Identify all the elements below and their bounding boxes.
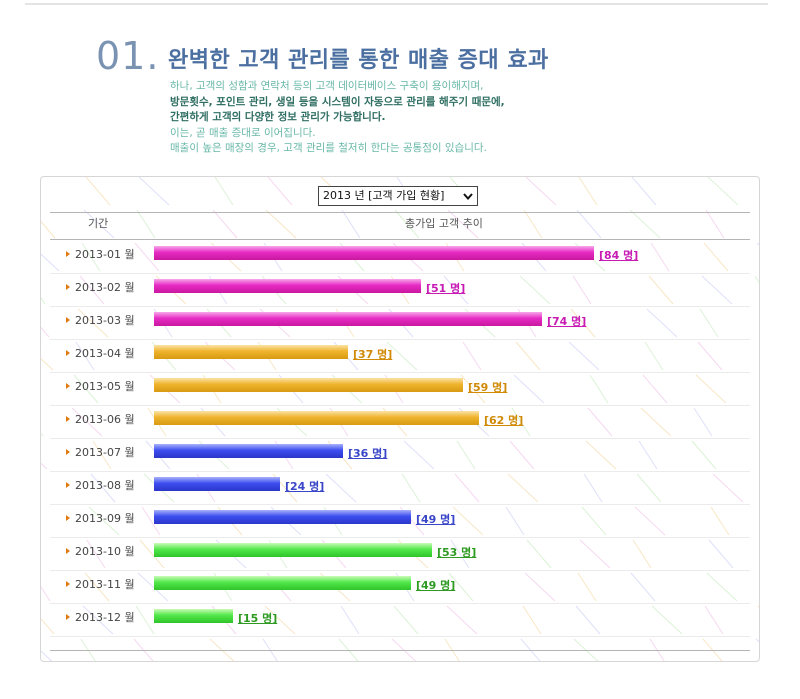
value-label: [53 명]	[437, 546, 477, 559]
period-label: 2013-11 월	[66, 576, 135, 592]
bullet-arrow-icon	[66, 284, 70, 290]
bar	[154, 246, 594, 260]
row-separator	[50, 603, 750, 604]
bar	[154, 477, 280, 491]
description-line: 매출이 높은 매장의 경우, 고객 관리를 철저히 한다는 공통점이 있습니다.	[170, 142, 487, 154]
row-separator	[50, 273, 750, 274]
bullet-arrow-icon	[66, 482, 70, 488]
bar	[154, 444, 343, 458]
period-text: 2013-09 월	[75, 512, 135, 525]
period-label: 2013-02 월	[66, 279, 135, 295]
bar	[154, 411, 479, 425]
row-separator	[50, 504, 750, 505]
section-number: 01.	[96, 34, 160, 78]
row-separator	[50, 438, 750, 439]
bar	[154, 279, 421, 293]
value-label: [59 명]	[468, 381, 508, 394]
bullet-arrow-icon	[66, 416, 70, 422]
column-header-value: 총가입 고객 추이	[405, 217, 483, 230]
value-label: [24 명]	[285, 480, 325, 493]
row-separator	[50, 339, 750, 340]
bullet-arrow-icon	[66, 350, 70, 356]
bullet-arrow-icon	[66, 251, 70, 257]
description-line: 이는, 곧 매출 증대로 이어집니다.	[170, 126, 316, 139]
period-text: 2013-08 월	[75, 479, 135, 492]
period-label: 2013-08 월	[66, 477, 135, 493]
bullet-arrow-icon	[66, 449, 70, 455]
bullet-arrow-icon	[66, 317, 70, 323]
description-line: 간편하게 고객의 다양한 정보 관리가 가능합니다.	[170, 111, 386, 123]
bar	[154, 543, 432, 557]
year-select[interactable]: 2013 년 [고객 가입 현황]	[318, 186, 478, 206]
bullet-arrow-icon	[66, 515, 70, 521]
period-label: 2013-04 월	[66, 345, 135, 361]
description-line: 방문횟수, 포인트 관리, 생일 등을 시스템이 자동으로 관리를 해주기 때문…	[170, 95, 505, 108]
period-text: 2013-12 월	[75, 611, 135, 624]
chevron-down-icon	[463, 193, 473, 201]
value-label: [84 명]	[599, 249, 639, 262]
period-label: 2013-01 월	[66, 246, 135, 262]
period-label: 2013-09 월	[66, 510, 135, 526]
row-separator	[50, 306, 750, 307]
period-text: 2013-05 월	[75, 380, 135, 393]
bullet-arrow-icon	[66, 383, 70, 389]
value-label: [62 명]	[484, 414, 524, 427]
chart-panel: 2013 년 [고객 가입 현황] 기간 총가입 고객 추이 2013-01 월…	[40, 176, 760, 662]
row-separator	[50, 372, 750, 373]
header-bottom-line	[50, 239, 750, 240]
top-divider	[25, 3, 768, 5]
bullet-arrow-icon	[66, 581, 70, 587]
bar	[154, 312, 542, 326]
bar	[154, 378, 463, 392]
period-text: 2013-03 월	[75, 314, 135, 327]
period-text: 2013-02 월	[75, 281, 135, 294]
period-label: 2013-12 월	[66, 609, 135, 625]
period-label: 2013-06 월	[66, 411, 135, 427]
bar	[154, 576, 411, 590]
period-label: 2013-10 월	[66, 543, 135, 559]
period-text: 2013-01 월	[75, 248, 135, 261]
period-label: 2013-03 월	[66, 312, 135, 328]
bullet-arrow-icon	[66, 548, 70, 554]
period-label: 2013-05 월	[66, 378, 135, 394]
bar	[154, 345, 348, 359]
value-label: [36 명]	[348, 447, 388, 460]
chart-bottom-line	[50, 650, 750, 651]
value-label: [74 명]	[547, 315, 587, 328]
row-separator	[50, 471, 750, 472]
period-text: 2013-10 월	[75, 545, 135, 558]
column-header-period: 기간	[88, 217, 109, 230]
value-label: [51 명]	[426, 282, 466, 295]
row-separator	[50, 537, 750, 538]
row-separator	[50, 636, 750, 637]
description-line: 하나, 고객의 성함과 연락처 등의 고객 데이터베이스 구축이 용이해지며,	[170, 80, 484, 92]
period-text: 2013-06 월	[75, 413, 135, 426]
row-separator	[50, 570, 750, 571]
value-label: [49 명]	[416, 513, 456, 526]
value-label: [37 명]	[353, 348, 393, 361]
period-text: 2013-07 월	[75, 446, 135, 459]
value-label: [49 명]	[416, 579, 456, 592]
bar	[154, 510, 411, 524]
bullet-arrow-icon	[66, 614, 70, 620]
period-text: 2013-11 월	[75, 578, 135, 591]
bar	[154, 609, 233, 623]
period-label: 2013-07 월	[66, 444, 135, 460]
period-text: 2013-04 월	[75, 347, 135, 360]
value-label: [15 명]	[238, 612, 278, 625]
year-select-value: 2013 년 [고객 가입 현황]	[323, 189, 445, 202]
section-title: 완벽한 고객 관리를 통한 매출 증대 효과	[168, 48, 549, 73]
description: 하나, 고객의 성함과 연락처 등의 고객 데이터베이스 구축이 용이해지며, …	[170, 79, 730, 157]
row-separator	[50, 405, 750, 406]
header-top-line	[50, 212, 750, 213]
